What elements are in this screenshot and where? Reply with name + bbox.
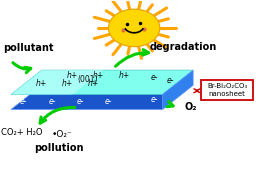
Text: h+: h+ [36, 79, 47, 88]
Text: (001): (001) [78, 75, 98, 84]
Text: degradation: degradation [150, 42, 217, 52]
Circle shape [108, 9, 160, 47]
Text: e-: e- [76, 97, 84, 106]
Text: pollutant: pollutant [3, 43, 54, 53]
Text: e-: e- [48, 97, 56, 106]
FancyBboxPatch shape [201, 81, 253, 100]
Polygon shape [11, 85, 193, 109]
Text: CO₂+ H₂O: CO₂+ H₂O [1, 129, 42, 137]
Polygon shape [11, 70, 193, 94]
Text: pollution: pollution [34, 143, 83, 153]
Text: e-: e- [151, 73, 158, 82]
Text: Br-Bi₂O₂CO₃
nanosheet: Br-Bi₂O₂CO₃ nanosheet [207, 83, 247, 97]
Polygon shape [11, 70, 103, 94]
Polygon shape [162, 70, 193, 109]
Text: h+: h+ [118, 71, 130, 80]
Text: h+: h+ [62, 79, 73, 88]
Text: •O₂⁻: •O₂⁻ [52, 130, 73, 139]
Text: h+: h+ [67, 71, 78, 80]
Text: O₂: O₂ [184, 102, 197, 112]
Text: e-: e- [151, 95, 158, 104]
Text: e-: e- [20, 97, 28, 106]
Text: h+: h+ [93, 71, 104, 80]
Text: h+: h+ [87, 79, 99, 88]
Text: e-: e- [105, 97, 112, 106]
Text: e-: e- [166, 76, 174, 85]
